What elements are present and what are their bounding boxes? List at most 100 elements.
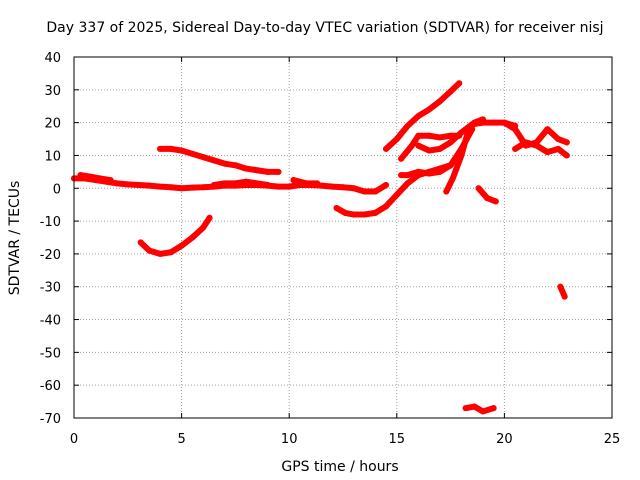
data-point [221,180,228,187]
y-tick-label: 0 [53,182,61,197]
y-tick-label: 40 [44,51,61,66]
data-point [393,136,400,143]
data-point [243,165,250,172]
data-point [243,178,250,185]
data-point [77,172,84,179]
data-point [167,145,174,152]
data-point [490,119,497,126]
data-point [415,142,422,149]
data-series [77,172,114,184]
data-point [167,184,174,191]
data-point [178,185,185,192]
data-point [512,145,519,152]
data-point [479,408,486,415]
data-point [544,149,551,156]
data-point [512,126,519,133]
data-point [178,242,185,249]
data-point [361,188,368,195]
data-point [340,184,346,191]
data-point [189,184,196,191]
data-point [200,184,207,191]
data-series [462,403,497,415]
data-point [253,180,260,187]
data-series [557,283,568,300]
plot-frame [73,56,613,419]
y-axis-label: SDTVAR / TECUs [7,181,23,296]
y-tick-label: 20 [44,117,61,132]
data-point [443,188,450,195]
x-tick-label: 20 [496,432,513,447]
y-tick-label: -60 [40,379,61,394]
data-point [124,181,131,188]
x-tick-label: 15 [389,432,406,447]
data-point [447,162,454,169]
data-point [167,249,174,256]
data-point [415,132,422,139]
data-point [447,139,454,146]
data-series [383,80,463,152]
data-point [232,162,239,169]
data-point [415,168,422,175]
x-tick-label: 5 [177,432,185,447]
data-point [361,211,368,218]
data-point [490,405,497,412]
x-axis-label: GPS time / hours [281,459,398,475]
y-tick-label: 30 [44,84,61,99]
series-layer [71,80,570,415]
data-point [501,119,508,126]
data-point [290,177,297,184]
data-point [557,283,564,290]
y-tick-label: -20 [40,248,61,263]
data-point [426,132,433,139]
data-point [404,122,411,129]
data-point [458,129,465,136]
data-series [210,178,271,188]
y-tick-label: -70 [40,412,61,427]
data-point [484,195,491,202]
data-point [157,145,164,152]
series-trace [157,145,282,175]
data-point [475,185,482,192]
data-point [449,175,456,182]
data-point [563,139,570,146]
data-point [458,152,465,159]
data-point [555,145,562,152]
data-point [275,168,282,175]
data-point [200,224,207,231]
data-point [383,145,390,152]
data-point [383,181,390,188]
data-point [178,147,185,154]
data-point [189,150,196,157]
data-point [88,173,95,180]
data-series [290,177,321,187]
data-point [286,183,293,190]
data-point [383,203,390,210]
data-point [350,185,357,192]
data-point [447,88,454,95]
data-point [436,98,443,105]
data-point [479,116,486,123]
data-point [329,183,336,190]
data-point [107,177,114,184]
x-tick-label: 0 [70,432,78,447]
data-point [464,129,471,136]
data-point [210,181,217,188]
data-point [314,180,321,187]
data-point [157,183,164,190]
data-point [471,403,478,410]
data-point [471,119,478,126]
data-point [561,293,568,300]
data-point [462,405,469,412]
y-tick-label: 10 [44,149,61,164]
x-tick-label: 10 [281,432,298,447]
data-point [275,183,282,190]
data-point [522,139,529,146]
y-tick-label: -30 [40,281,61,296]
data-point [264,181,271,188]
data-point [426,147,433,154]
data-point [232,180,239,187]
x-tick-label: 25 [604,432,621,447]
data-point [96,175,103,182]
y-tick-label: -50 [40,346,61,361]
